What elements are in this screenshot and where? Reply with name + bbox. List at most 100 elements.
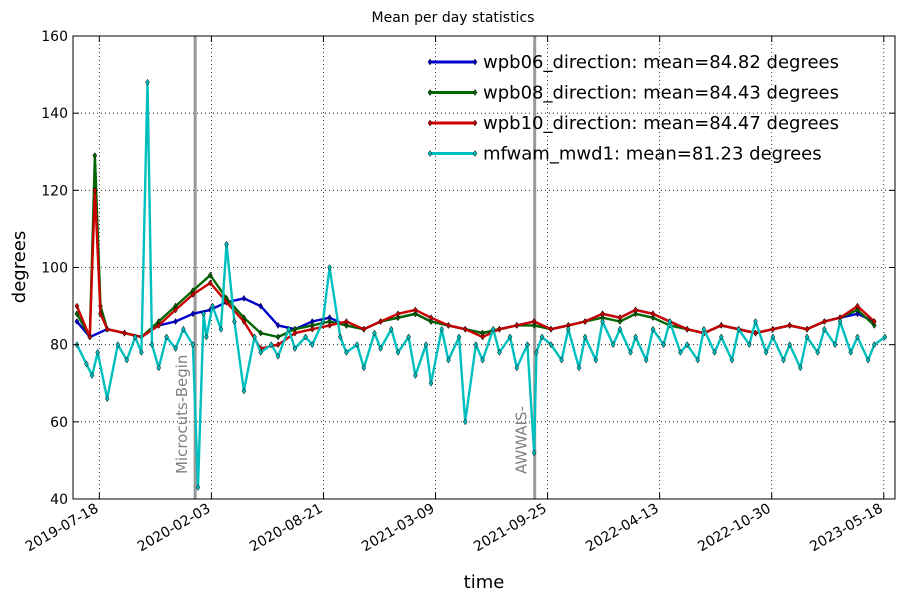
data-point [753,318,758,325]
event-label: Microcuts-Begin [173,355,191,474]
data-point [104,325,110,333]
data-point [269,341,274,349]
data-point [525,341,530,349]
data-point [514,321,520,329]
data-point [871,318,877,325]
data-point [787,321,792,329]
data-point [275,321,281,329]
data-point [490,325,496,333]
data-point [559,356,564,364]
data-point [531,318,537,325]
data-point [428,318,434,325]
data-point [309,325,315,333]
series-2 [74,186,877,352]
data-point [650,310,656,318]
data-point [617,325,623,333]
chart-title: Mean per day statistics [372,10,535,26]
data-point [309,341,315,349]
y-axis-label: degrees [9,231,30,303]
data-point [241,318,247,325]
data-point [667,318,673,325]
data-point [92,186,98,194]
data-point [763,348,769,356]
data-point [252,333,257,341]
data-point [124,356,130,364]
data-point [344,348,349,356]
legend-swatch-marker [427,119,433,127]
legend-label: wpb06_direction: mean=84.82 degrees [483,52,839,73]
data-point [74,302,80,310]
data-point [327,264,332,271]
data-point [413,306,418,314]
data-point [428,314,434,322]
data-point [344,321,349,329]
data-point [149,341,155,349]
data-point [770,333,776,341]
data-point [514,364,520,372]
data-point [173,318,178,325]
data-point [423,341,429,349]
data-point [650,325,656,333]
y-tick-label: 100 [41,261,68,277]
data-point [292,345,298,352]
data-point [661,341,666,349]
data-point [428,379,434,387]
data-point [98,310,103,318]
data-point [388,325,394,333]
data-point [275,341,281,349]
data-point [593,356,599,364]
data-point [871,321,877,329]
data-point [822,318,827,325]
data-point [480,356,485,364]
data-point [327,321,332,329]
data-point [855,333,860,341]
data-point [173,345,178,352]
legend-swatch-marker [472,58,478,66]
data-point [406,333,411,341]
data-point [320,318,326,325]
data-point [566,325,571,333]
data-point [156,364,162,372]
data-point [395,348,401,356]
data-point [600,310,605,318]
data-point [446,356,451,364]
data-point [871,341,877,349]
data-point [462,325,468,333]
data-point [804,325,810,333]
data-point [804,333,810,341]
data-point [865,356,871,364]
data-point [712,348,717,356]
data-point [92,152,98,160]
data-point [164,333,169,341]
data-point [701,325,707,333]
data-point [576,364,582,372]
data-point [145,78,150,86]
data-point [195,483,201,491]
data-point [650,314,656,322]
data-point [770,325,776,333]
data-point [684,341,690,349]
legend-swatch-marker [472,89,478,96]
data-point [507,333,513,341]
data-point [643,356,649,364]
data-point [753,329,758,337]
data-point [832,341,838,349]
data-point [190,291,196,298]
data-point [617,318,623,325]
data-point [87,333,93,341]
data-point [736,325,741,333]
data-point [156,321,162,329]
data-point [539,333,545,341]
data-point [480,333,485,341]
legend-label: mfwam_mwd1: mean=81.23 degrees [483,144,822,165]
data-point [798,364,803,372]
data-point [190,310,196,318]
y-axis: 40 60 80 100 120 140 160 [41,29,895,508]
data-point [678,348,683,356]
series-line [75,81,886,489]
legend-item: wpb08_direction: mean=84.43 degrees [427,83,839,104]
data-point [207,279,213,287]
data-point [531,449,537,457]
data-point [729,356,735,364]
